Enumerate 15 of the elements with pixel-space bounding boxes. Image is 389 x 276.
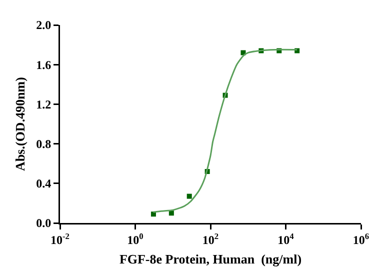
point <box>186 194 192 199</box>
x-tick-label: 10$^{2}$ <box>202 232 219 247</box>
y-tick-label: 0.0 <box>36 216 52 230</box>
point <box>240 50 246 56</box>
x-tick-label: 10$^{4}$ <box>278 232 295 247</box>
x-axis-title: FGF-8e Protein, Human (ng/ml) <box>119 251 302 266</box>
y-axis-title: Abs.(OD.490nm) <box>12 77 28 171</box>
x-tick-label: 10$^{6}$ <box>352 232 370 247</box>
y-tick-label: 2.0 <box>36 18 52 32</box>
y-tick-label: 0.8 <box>36 137 52 151</box>
y-tick-label: 1.2 <box>36 97 52 112</box>
x-tick-label: 10$^{0}$ <box>127 232 144 247</box>
y-tick-label: 1.6 <box>36 58 52 72</box>
x-tick-label: 10$^{-2}$ <box>50 232 70 247</box>
y-tick-label: 0.4 <box>36 176 52 191</box>
